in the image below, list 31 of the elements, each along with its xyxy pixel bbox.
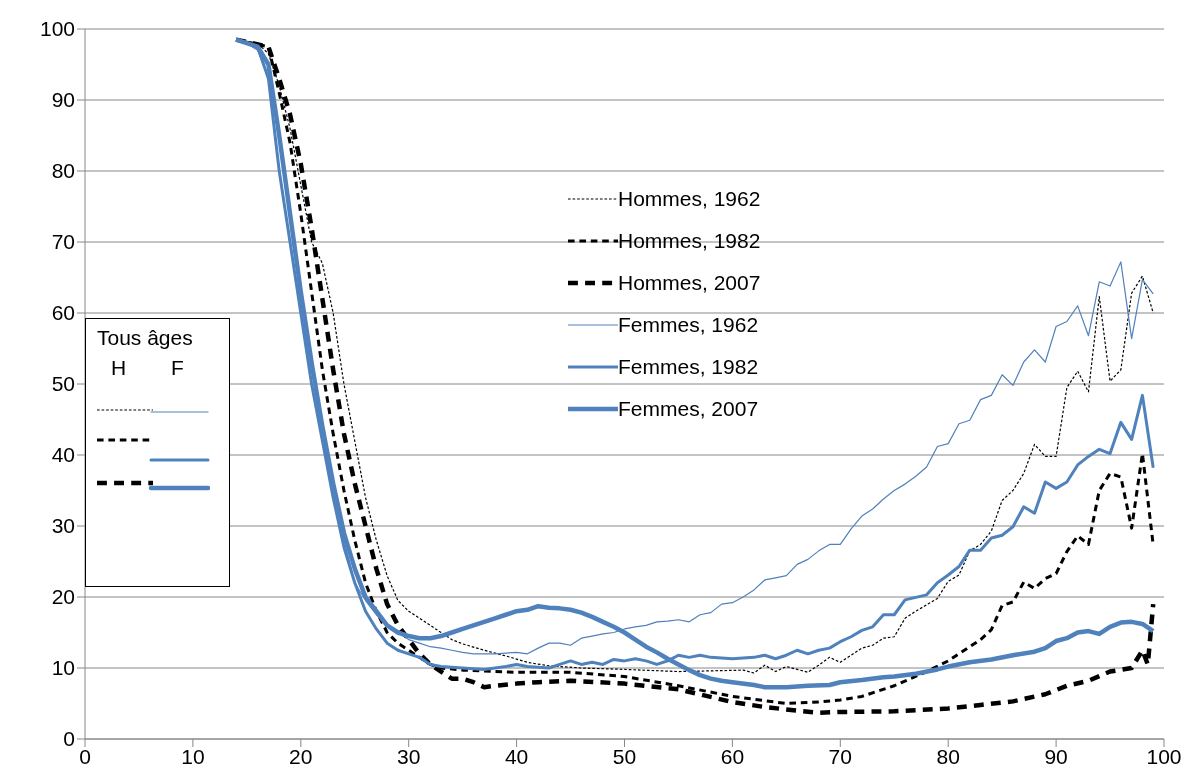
x-tick-label: 20 bbox=[289, 744, 313, 768]
y-tick-label: 40 bbox=[51, 443, 75, 467]
legend-label: Femmes, 2007 bbox=[618, 397, 759, 421]
x-tick-label: 70 bbox=[828, 744, 852, 768]
y-tick-label: 100 bbox=[39, 17, 75, 41]
annotation: Tous âges bbox=[97, 326, 193, 350]
x-tick-label: 0 bbox=[79, 744, 91, 768]
x-tick-label: 100 bbox=[1146, 744, 1182, 768]
y-tick-label: 20 bbox=[51, 585, 75, 609]
y-tick-label: 50 bbox=[51, 372, 75, 396]
x-tick-label: 30 bbox=[397, 744, 421, 768]
annotation: F bbox=[171, 356, 184, 380]
x-tick-label: 40 bbox=[504, 744, 529, 768]
x-tick-label: 10 bbox=[181, 744, 205, 768]
legend-label: Femmes, 1962 bbox=[618, 313, 759, 337]
legend-label: Femmes, 1982 bbox=[618, 355, 759, 379]
y-tick-label: 60 bbox=[51, 301, 75, 325]
y-tick-label: 70 bbox=[51, 230, 75, 254]
y-tick-label: 0 bbox=[63, 727, 75, 751]
legend-label: Hommes, 1962 bbox=[618, 187, 761, 211]
x-tick-label: 60 bbox=[720, 744, 745, 768]
x-tick-label: 50 bbox=[612, 744, 637, 768]
annotation: H bbox=[111, 356, 127, 380]
y-tick-label: 10 bbox=[51, 656, 75, 680]
legend-label: Hommes, 2007 bbox=[618, 271, 761, 295]
x-tick-label: 90 bbox=[1044, 744, 1068, 768]
legend-label: Hommes, 1982 bbox=[618, 229, 761, 253]
x-tick-label: 80 bbox=[936, 744, 960, 768]
y-tick-label: 80 bbox=[51, 159, 75, 183]
y-tick-label: 30 bbox=[51, 514, 75, 538]
y-tick-label: 90 bbox=[51, 88, 75, 112]
